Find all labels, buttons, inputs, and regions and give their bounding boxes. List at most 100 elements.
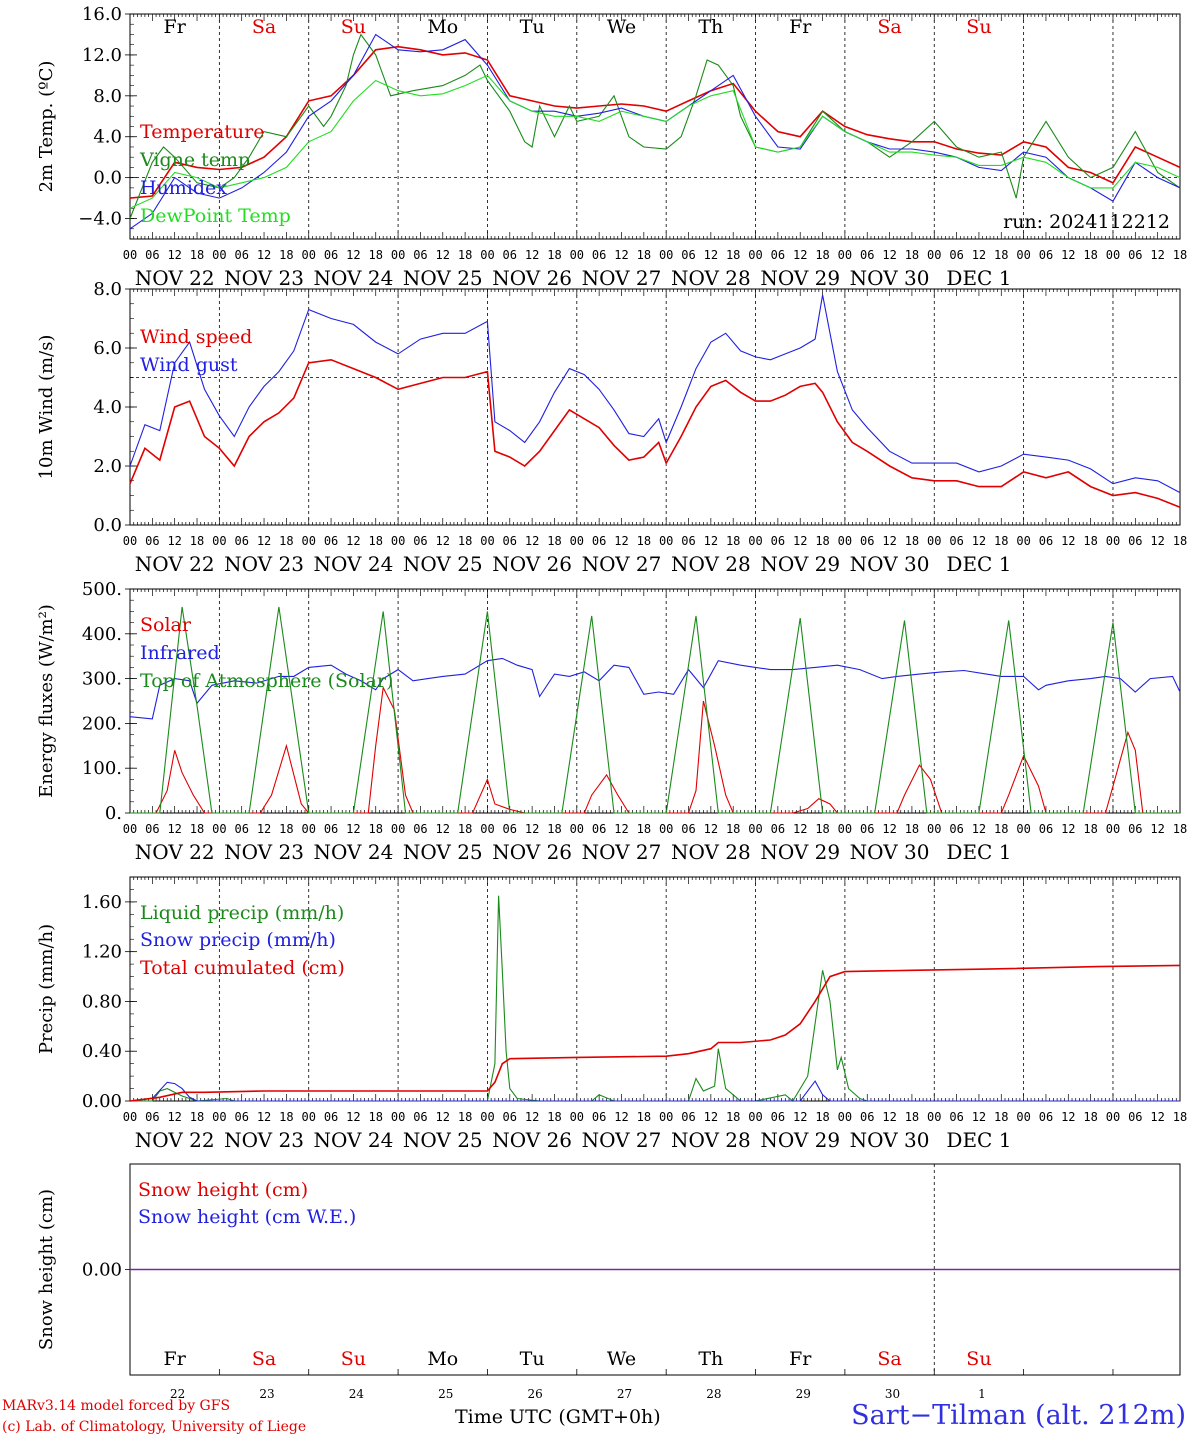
hour-tick-label: 06 bbox=[949, 822, 963, 836]
hour-tick-label: 00 bbox=[391, 822, 405, 836]
hour-tick-label: 00 bbox=[570, 822, 584, 836]
hour-tick-label: 18 bbox=[637, 822, 651, 836]
panel-precip: 00 06 12 18 00 06 12 18 00 06 12 18 00 06 12 18 00 06 12 18… bbox=[36, 876, 1187, 1152]
hour-tick-label: 00 bbox=[838, 534, 852, 548]
hour-tick-label: 00 bbox=[838, 1110, 852, 1124]
hour-tick-label: 12 bbox=[793, 822, 807, 836]
hour-tick-label: 12 bbox=[436, 1110, 450, 1124]
hour-tick-label: 12 bbox=[793, 534, 807, 548]
hour-tick-label: 06 bbox=[592, 1110, 606, 1124]
hour-tick-label: 12 bbox=[167, 1110, 181, 1124]
hour-tick-label: 18 bbox=[637, 248, 651, 262]
hour-tick-label: 00 bbox=[212, 534, 226, 548]
y-tick-label: 0.40 bbox=[82, 1041, 122, 1062]
date-label: NOV 29 bbox=[760, 552, 840, 576]
hour-tick-label: 00 bbox=[748, 822, 762, 836]
hour-tick-label: 12 bbox=[167, 534, 181, 548]
legend-label: Vigne temp bbox=[139, 149, 250, 171]
y-tick-label: 0. bbox=[105, 803, 122, 824]
hour-tick-label: 00 bbox=[480, 822, 494, 836]
station-title: Sart−Tilman (alt. 212m) bbox=[851, 1400, 1186, 1431]
date-label: NOV 30 bbox=[850, 552, 930, 576]
panel-temperature: 00 06 12 18 00 06 12 18 00 06 12 18 00 06 12 18 00 06 12 18… bbox=[36, 4, 1187, 290]
y-tick-label: 12.0 bbox=[82, 45, 122, 66]
series-line-green bbox=[130, 606, 1180, 814]
hour-tick-label: 12 bbox=[436, 534, 450, 548]
y-tick-label: 0.00 bbox=[82, 1091, 122, 1112]
day-number-label: 30 bbox=[885, 1387, 900, 1401]
date-label: NOV 24 bbox=[314, 552, 394, 576]
hour-tick-label: 00 bbox=[1106, 1110, 1120, 1124]
hour-tick-label: 18 bbox=[547, 1110, 561, 1124]
hour-tick-label: 06 bbox=[949, 534, 963, 548]
hour-tick-label: 06 bbox=[324, 822, 338, 836]
y-tick-label: 0.0 bbox=[93, 168, 122, 189]
date-label: NOV 22 bbox=[135, 552, 215, 576]
date-label: NOV 23 bbox=[224, 266, 304, 290]
hour-tick-label: 06 bbox=[1128, 822, 1142, 836]
series-line-light_green bbox=[129, 74, 1181, 209]
hour-tick-label: 18 bbox=[369, 534, 383, 548]
hour-tick-label: 18 bbox=[547, 248, 561, 262]
date-label: NOV 28 bbox=[671, 840, 751, 864]
hour-tick-label: 06 bbox=[503, 822, 517, 836]
y-tick-label: 16.0 bbox=[82, 4, 122, 25]
hour-tick-label: 12 bbox=[257, 822, 271, 836]
hour-tick-label: 18 bbox=[994, 822, 1008, 836]
day-header: Su bbox=[341, 16, 366, 38]
day-header: We bbox=[607, 16, 636, 38]
hour-tick-label: 12 bbox=[704, 534, 718, 548]
hour-tick-label: 06 bbox=[1039, 1110, 1053, 1124]
hour-tick-label: 06 bbox=[145, 534, 159, 548]
hour-tick-label: 06 bbox=[681, 822, 695, 836]
hour-tick-label: 06 bbox=[503, 248, 517, 262]
day-header: Th bbox=[698, 1348, 723, 1370]
date-label: NOV 24 bbox=[314, 266, 394, 290]
day-number-label: 24 bbox=[349, 1387, 365, 1401]
date-label: NOV 26 bbox=[492, 1128, 572, 1152]
legend-label: Snow height (cm) bbox=[138, 1179, 308, 1201]
hour-tick-label: 00 bbox=[301, 534, 315, 548]
date-label: NOV 29 bbox=[760, 266, 840, 290]
date-label: NOV 26 bbox=[492, 840, 572, 864]
hour-tick-label: 18 bbox=[726, 1110, 740, 1124]
date-label: NOV 28 bbox=[671, 1128, 751, 1152]
day-number-label: 26 bbox=[527, 1387, 542, 1401]
hour-tick-label: 18 bbox=[1173, 822, 1187, 836]
hour-tick-label: 18 bbox=[190, 822, 204, 836]
series-line-blue bbox=[129, 657, 1181, 720]
date-label: NOV 29 bbox=[760, 1128, 840, 1152]
y-tick-label: 8.0 bbox=[93, 86, 122, 107]
series-line-red bbox=[129, 358, 1181, 509]
hour-tick-label: 06 bbox=[860, 822, 874, 836]
legend-label: Snow precip (mm/h) bbox=[140, 929, 336, 951]
y-tick-label: 0.0 bbox=[93, 515, 122, 536]
date-label: NOV 29 bbox=[760, 840, 840, 864]
hour-tick-label: 12 bbox=[346, 1110, 360, 1124]
hour-tick-label: 00 bbox=[838, 822, 852, 836]
hour-tick-label: 18 bbox=[994, 1110, 1008, 1124]
day-header: Sa bbox=[252, 1348, 276, 1370]
hour-tick-label: 18 bbox=[905, 534, 919, 548]
y-tick-label: 4.0 bbox=[93, 397, 122, 418]
hour-tick-label: 00 bbox=[570, 534, 584, 548]
legend-label: Temperature bbox=[140, 121, 264, 143]
hour-tick-label: 12 bbox=[972, 1110, 986, 1124]
hour-tick-label: 18 bbox=[369, 1110, 383, 1124]
hour-tick-label: 06 bbox=[771, 534, 785, 548]
panel-frame bbox=[129, 588, 1181, 814]
hour-tick-label: 06 bbox=[1039, 248, 1053, 262]
series-line-red bbox=[129, 45, 1181, 199]
hour-tick-label: 18 bbox=[279, 534, 293, 548]
hour-tick-label: 18 bbox=[190, 1110, 204, 1124]
hour-tick-label: 00 bbox=[212, 248, 226, 262]
hour-tick-label: 18 bbox=[369, 822, 383, 836]
date-label: NOV 23 bbox=[224, 840, 304, 864]
day-header: Tu bbox=[520, 16, 545, 38]
hour-tick-label: 12 bbox=[346, 534, 360, 548]
hour-tick-label: 06 bbox=[413, 1110, 427, 1124]
day-number-label: 23 bbox=[259, 1387, 274, 1401]
hour-tick-label: 12 bbox=[882, 534, 896, 548]
y-tick-label: 8.0 bbox=[93, 279, 122, 300]
